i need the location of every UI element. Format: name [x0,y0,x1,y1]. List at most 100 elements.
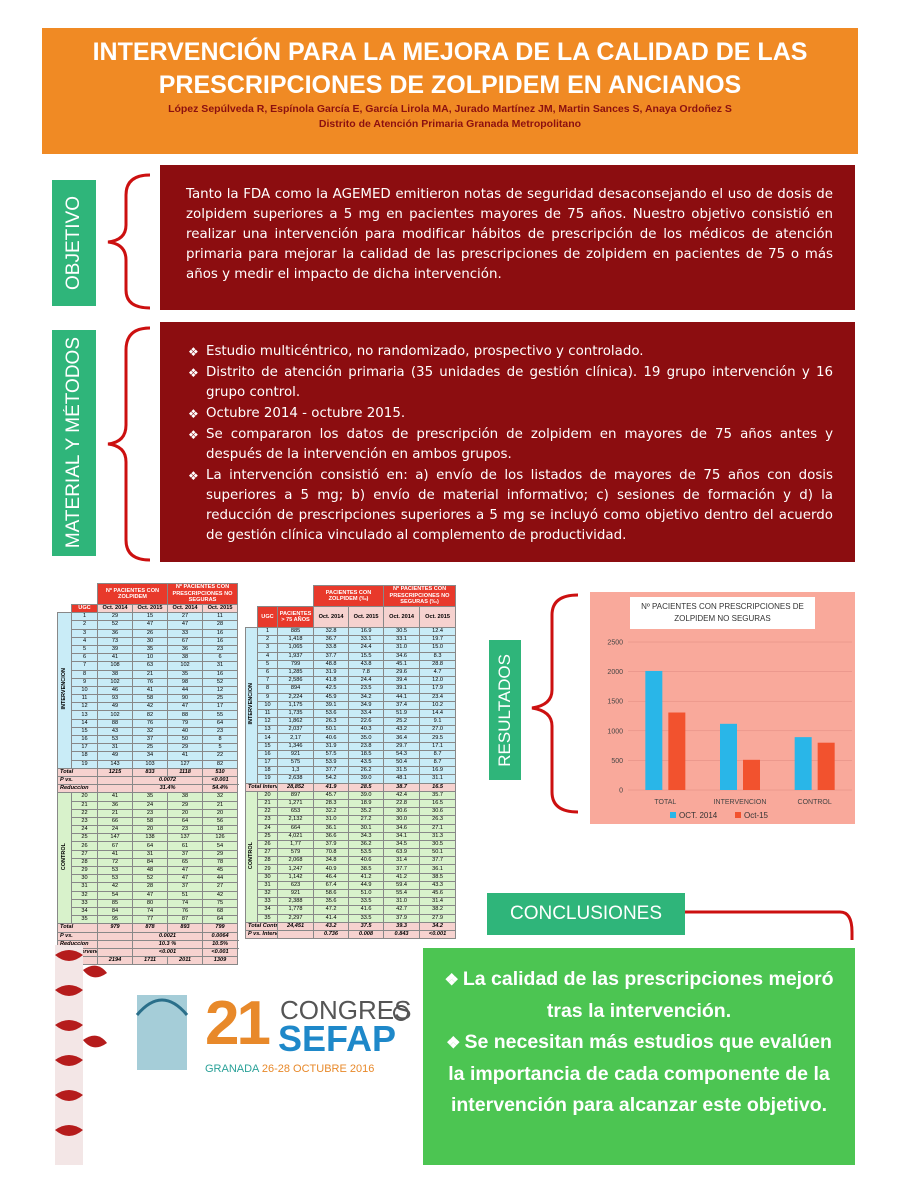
group-label-text: INTERVENCION [248,683,254,725]
y-tick-label: 2500 [607,640,623,647]
cell: 11 [257,708,278,719]
conclusion-item: Se necesitan más estudios que evalúen la… [443,1027,835,1121]
cell: 10.2 [419,700,457,710]
cell: 40 [167,726,203,737]
cell: 36.1 [419,864,457,874]
cell: 30.0 [383,815,421,825]
column-header: UGC [71,603,98,614]
cell: 35 [132,644,168,655]
cell: 47.2 [313,905,350,915]
cell: 88 [97,718,133,728]
logo-name: SEFAP [278,1018,397,1059]
logo-gear [393,1005,409,1021]
chart: Nº PACIENTES CON PRESCRIPCIONES DE ZOLPI… [590,592,855,824]
cell: 63 [132,661,168,671]
row-label: Reduccion [57,784,98,794]
cell: 58.6 [313,888,350,899]
cell: 84 [132,857,168,868]
cell: 27.1 [419,823,457,833]
cell: 53 [97,865,133,876]
cell: 0.736 [313,929,350,940]
logo-city: GRANADA [205,1063,259,1075]
cell: 24 [71,825,98,835]
cell: 30.5 [419,839,457,850]
cell: 26 [71,841,98,851]
data-row: 32 921 58.6 51.0 55.4 45.6 [246,888,457,899]
cell: 76 [167,906,203,917]
cell: 1,418 [276,635,315,645]
cell: 41 [97,849,133,859]
cell: 47 [167,620,203,630]
cell: 23.5 [348,684,385,694]
cell: 31.4% [132,784,203,794]
cell: 40.6 [348,856,385,866]
cell: 1,142 [276,872,315,882]
summary-row: Reduccion 31.4% 54.4% [57,784,239,794]
cell: 34.2 [348,692,385,702]
title: INTERVENCIÓN PARA LA MEJORA DE LA CALIDA… [92,38,808,99]
data-row: 18 1,3 37.7 26.2 31.5 16.9 [246,766,457,776]
cell: 12 [201,685,239,696]
cell: 63.9 [383,848,421,858]
cell: 34.1 [383,831,421,841]
data-row: 34 1,778 47.2 41.6 42.7 38.2 [246,905,457,915]
cell: 30 [71,874,98,884]
cell: 51 [167,890,203,900]
cell: 14 [257,733,278,743]
method-item: Estudio multicéntrico, no randomizado, p… [186,342,833,362]
cell: 39.3 [383,921,421,931]
cell: 27.0 [419,725,457,735]
data-row: 12 1,862 26.3 22.6 25.2 9.1 [246,717,457,727]
cell: 653 [276,807,315,817]
cell: 29 [167,743,203,753]
cell: 93 [97,694,133,704]
data-row: 5 799 48.8 43.8 45.1 28.8 [246,659,457,669]
cell: 68 [201,906,239,917]
data-row: 29 53 48 47 45 [58,865,239,876]
cell: 17.9 [419,684,457,694]
cell: 8 [201,734,239,745]
cell: 27 [257,848,278,858]
cell: 43.8 [348,659,385,669]
cell: 102 [97,710,133,720]
method-item: Distrito de atención primaria (35 unidad… [186,363,833,403]
cell: 921 [276,749,315,760]
cell: 46 [97,685,133,696]
cell: 33.4 [348,708,385,719]
cell: 90 [167,694,203,704]
cell: 76 [132,677,168,687]
cell: 48 [132,865,168,876]
cell: 82 [201,759,239,769]
cell: 33.5 [348,913,385,923]
cell: 58 [132,816,168,827]
cell: 48.8 [313,659,350,669]
cell: 46.4 [313,872,350,882]
cell: 30.5 [383,626,421,637]
cell: 41.9 [313,782,350,792]
cell: 29 [201,849,239,859]
blank [57,583,98,605]
cell: 31 [97,743,133,753]
cell: 13 [71,710,98,720]
cell: 35 [257,913,278,923]
cell: 18.9 [348,798,385,809]
cell: 17 [257,757,278,768]
cell: 52 [132,874,168,884]
bar [743,759,760,790]
chart-title-box [630,597,815,629]
cell: 2,037 [276,725,315,735]
data-row: 2 1,418 36.7 33.1 33.1 19.7 [246,635,457,645]
cell: 12.0 [419,676,457,686]
methods-box: Estudio multicéntrico, no randomizado, p… [160,322,855,562]
cell: 36 [167,644,203,655]
cell: 41.2 [348,872,385,882]
cell: 47 [132,890,168,900]
column-header: Oct. 2015 [201,603,239,614]
cell: 43 [97,726,133,737]
cell: 21 [201,800,239,810]
cell: 19 [257,774,278,784]
data-row: 16 921 57.5 18.5 54.3 8.7 [246,749,457,760]
data-table: PACIENTES CON ZOLPIDEM (‰) Nº PACIENTES C… [245,585,457,940]
cell: 22 [257,807,278,817]
